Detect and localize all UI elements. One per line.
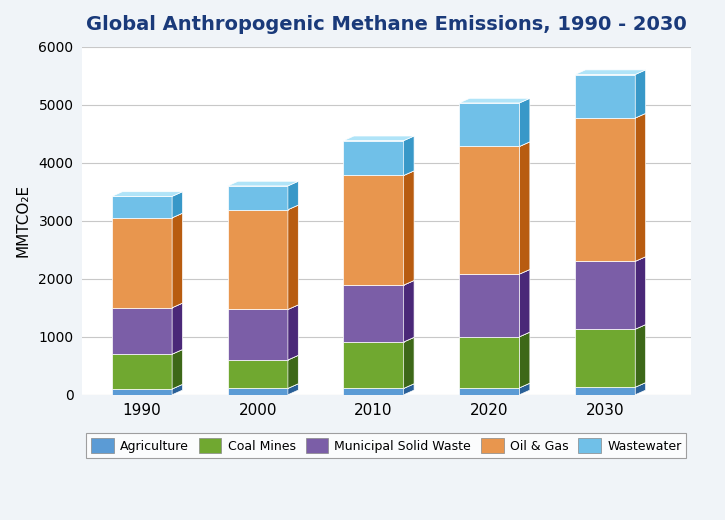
Polygon shape	[172, 349, 183, 389]
Polygon shape	[459, 388, 519, 395]
Polygon shape	[635, 383, 646, 395]
Polygon shape	[344, 384, 414, 388]
Polygon shape	[228, 205, 298, 210]
Polygon shape	[344, 136, 414, 140]
Polygon shape	[459, 383, 530, 388]
Polygon shape	[575, 383, 646, 387]
Polygon shape	[519, 269, 530, 337]
Polygon shape	[228, 388, 288, 395]
Polygon shape	[344, 342, 404, 388]
Polygon shape	[635, 257, 646, 329]
Polygon shape	[172, 303, 183, 354]
Polygon shape	[344, 140, 404, 175]
Polygon shape	[228, 305, 298, 309]
Polygon shape	[344, 171, 414, 175]
Polygon shape	[459, 103, 519, 147]
Polygon shape	[575, 70, 646, 74]
Polygon shape	[404, 337, 414, 388]
Polygon shape	[112, 384, 183, 389]
Polygon shape	[112, 303, 183, 308]
Polygon shape	[112, 349, 183, 354]
Polygon shape	[344, 337, 414, 342]
Polygon shape	[228, 186, 288, 210]
Polygon shape	[112, 213, 183, 218]
Polygon shape	[228, 309, 288, 360]
Polygon shape	[519, 383, 530, 395]
Polygon shape	[404, 384, 414, 395]
Polygon shape	[344, 388, 404, 395]
Polygon shape	[575, 257, 646, 262]
Polygon shape	[172, 384, 183, 395]
Polygon shape	[575, 324, 646, 329]
Polygon shape	[459, 98, 530, 103]
Polygon shape	[288, 384, 298, 395]
Polygon shape	[112, 218, 172, 308]
Polygon shape	[575, 262, 635, 329]
Polygon shape	[404, 171, 414, 285]
Polygon shape	[519, 332, 530, 388]
Polygon shape	[228, 210, 288, 309]
Polygon shape	[228, 360, 288, 388]
Polygon shape	[228, 181, 298, 186]
Polygon shape	[575, 74, 635, 118]
Polygon shape	[635, 324, 646, 387]
Polygon shape	[344, 175, 404, 285]
Polygon shape	[459, 337, 519, 388]
Polygon shape	[228, 355, 298, 360]
Polygon shape	[575, 387, 635, 395]
Polygon shape	[459, 269, 530, 274]
Polygon shape	[575, 118, 635, 262]
Polygon shape	[344, 280, 414, 285]
Polygon shape	[404, 280, 414, 342]
Polygon shape	[635, 113, 646, 262]
Polygon shape	[404, 136, 414, 175]
Polygon shape	[288, 205, 298, 309]
Polygon shape	[519, 142, 530, 274]
Polygon shape	[172, 192, 183, 218]
Title: Global Anthropogenic Methane Emissions, 1990 - 2030: Global Anthropogenic Methane Emissions, …	[86, 15, 687, 34]
Polygon shape	[288, 305, 298, 360]
Polygon shape	[575, 113, 646, 118]
Polygon shape	[459, 274, 519, 337]
Polygon shape	[288, 355, 298, 388]
Polygon shape	[112, 197, 172, 218]
Polygon shape	[519, 98, 530, 147]
Y-axis label: MMTCO₂E: MMTCO₂E	[15, 184, 30, 257]
Polygon shape	[459, 142, 530, 147]
Polygon shape	[172, 213, 183, 308]
Polygon shape	[635, 70, 646, 118]
Polygon shape	[459, 147, 519, 274]
Polygon shape	[344, 285, 404, 342]
Polygon shape	[228, 384, 298, 388]
Polygon shape	[288, 181, 298, 210]
Polygon shape	[112, 308, 172, 354]
Polygon shape	[575, 329, 635, 387]
Polygon shape	[112, 192, 183, 197]
Polygon shape	[112, 354, 172, 389]
Polygon shape	[459, 332, 530, 337]
Polygon shape	[112, 389, 172, 395]
Legend: Agriculture, Coal Mines, Municipal Solid Waste, Oil & Gas, Wastewater: Agriculture, Coal Mines, Municipal Solid…	[86, 433, 687, 458]
